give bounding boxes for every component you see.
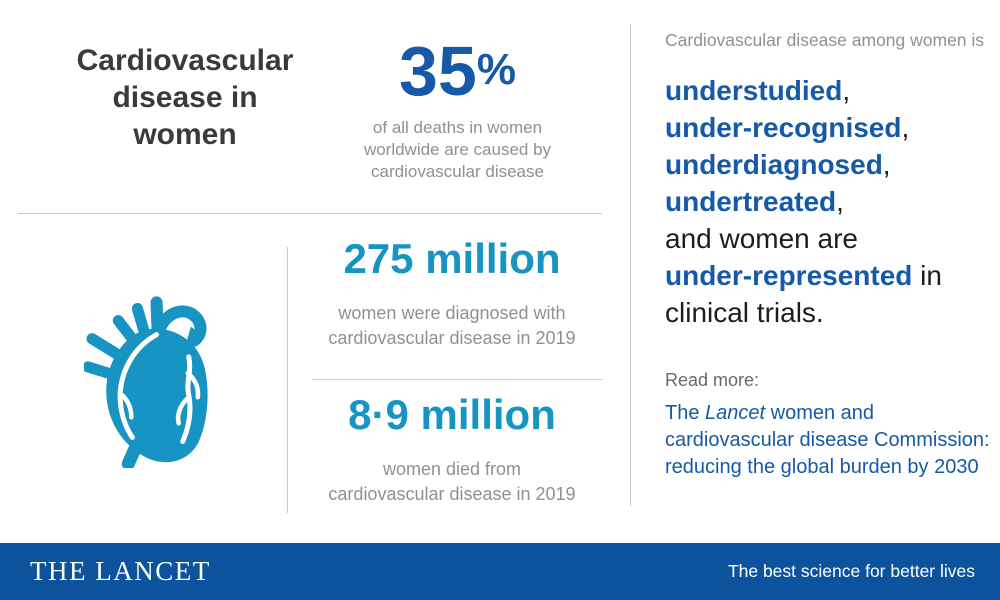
right-column: Cardiovascular disease among women is un… [665,30,995,481]
stat-died: 8·9 million women died from cardiovascul… [302,392,602,507]
anatomical-heart-icon [84,282,220,468]
percent-unit: % [476,45,516,94]
footer-tagline: The best science for better lives [727,561,975,581]
stat-diagnosed-caption: women were diagnosed with cardiovascular… [328,303,576,348]
stat-died-caption: women died from cardiovascular disease i… [328,459,576,504]
commission-link[interactable]: The Lancet women and cardiovascular dise… [665,402,990,478]
stat-died-value: 8·9 million [348,391,556,438]
stat-diagnosed-value: 275 million [343,235,561,282]
stat-diagnosed: 275 million women were diagnosed with ca… [302,236,602,351]
read-more-label: Read more: [665,370,760,390]
divider-right-column [630,24,631,506]
statement: understudied, under-recognised, underdiagn… [665,75,942,328]
footer-bar: THE LANCET The best science for better l… [0,543,1000,600]
lancet-logo: THE LANCET [30,556,211,586]
stat-deaths-percentage-caption: of all deaths in women worldwide are cau… [363,118,552,181]
divider-stats-left [287,247,288,513]
statement-intro: Cardiovascular disease among women is [665,30,985,50]
page-title: Cardiovascular disease in women [76,44,294,151]
divider-top [18,213,602,214]
stat-deaths-percentage: 35% of all deaths in women worldwide are… [335,36,580,183]
stat-deaths-percentage-value: 35% [399,32,516,110]
divider-stats-middle [312,379,602,380]
